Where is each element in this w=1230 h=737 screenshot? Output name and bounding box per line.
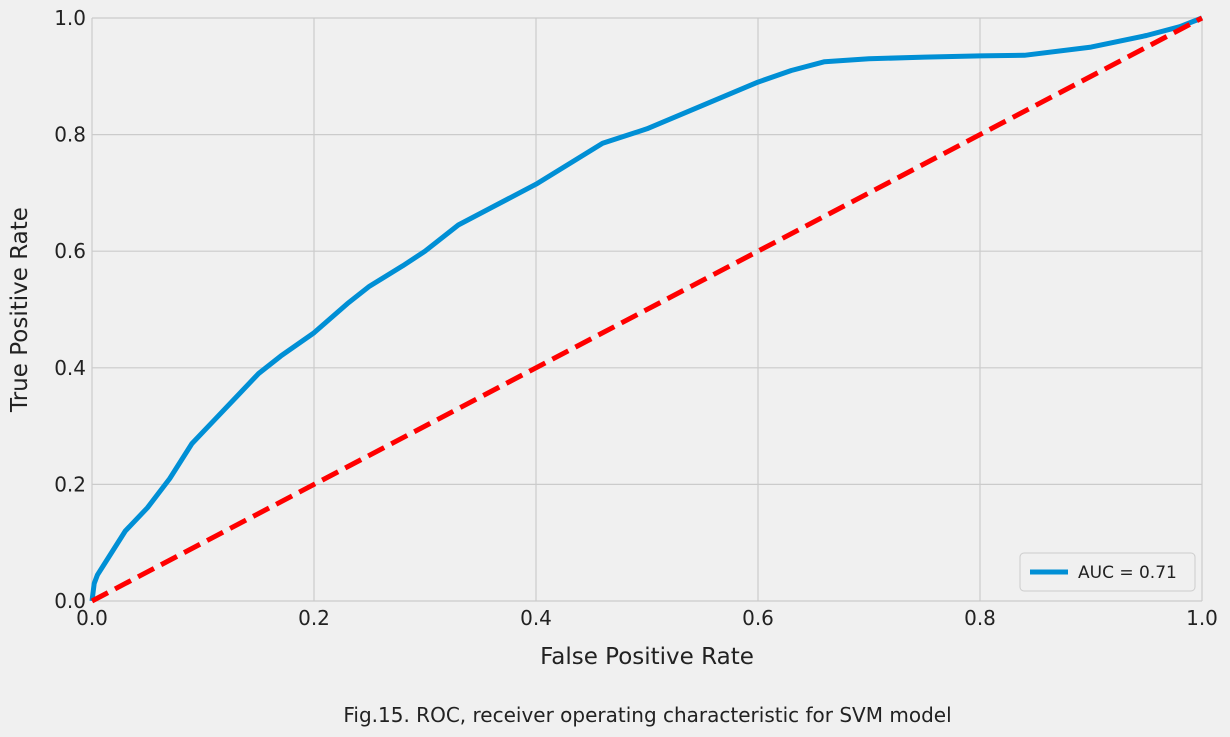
y-axis-label: True Positive Rate bbox=[7, 207, 33, 413]
x-tick-label: 0.4 bbox=[520, 606, 552, 630]
x-axis-label: False Positive Rate bbox=[540, 644, 754, 670]
y-tick-label: 0.6 bbox=[54, 239, 86, 263]
chance-diagonal-line bbox=[90, 15, 1204, 604]
grid-lines bbox=[91, 17, 1203, 602]
legend-label: AUC = 0.71 bbox=[1078, 563, 1177, 583]
y-tick-label: 0.0 bbox=[54, 589, 86, 613]
legend: AUC = 0.71 bbox=[1019, 552, 1196, 592]
y-tick-label: 0.4 bbox=[54, 356, 86, 380]
series-layer bbox=[89, 15, 1204, 604]
x-tick-label: 0.8 bbox=[964, 606, 996, 630]
roc-chart: 0.0 0.2 0.4 0.6 0.8 1.0 0.0 0.2 0.4 0.6 0.8 1.0 Fal… bbox=[7, 6, 1218, 670]
legend-box bbox=[1019, 552, 1196, 592]
tick-labels: 0.0 0.2 0.4 0.6 0.8 1.0 0.0 0.2 0.4 0.6 0.8 1.0 bbox=[54, 6, 1218, 630]
x-tick-label: 0.6 bbox=[742, 606, 774, 630]
figure-caption: Fig.15. ROC, receiver operating characte… bbox=[343, 703, 952, 727]
x-tick-label: 0.0 bbox=[76, 606, 108, 630]
y-tick-label: 1.0 bbox=[54, 6, 86, 30]
x-tick-label: 1.0 bbox=[1186, 606, 1218, 630]
y-tick-label: 0.8 bbox=[54, 123, 86, 147]
x-tick-label: 0.2 bbox=[298, 606, 330, 630]
y-tick-label: 0.2 bbox=[54, 472, 86, 496]
roc-curve bbox=[89, 15, 1203, 602]
